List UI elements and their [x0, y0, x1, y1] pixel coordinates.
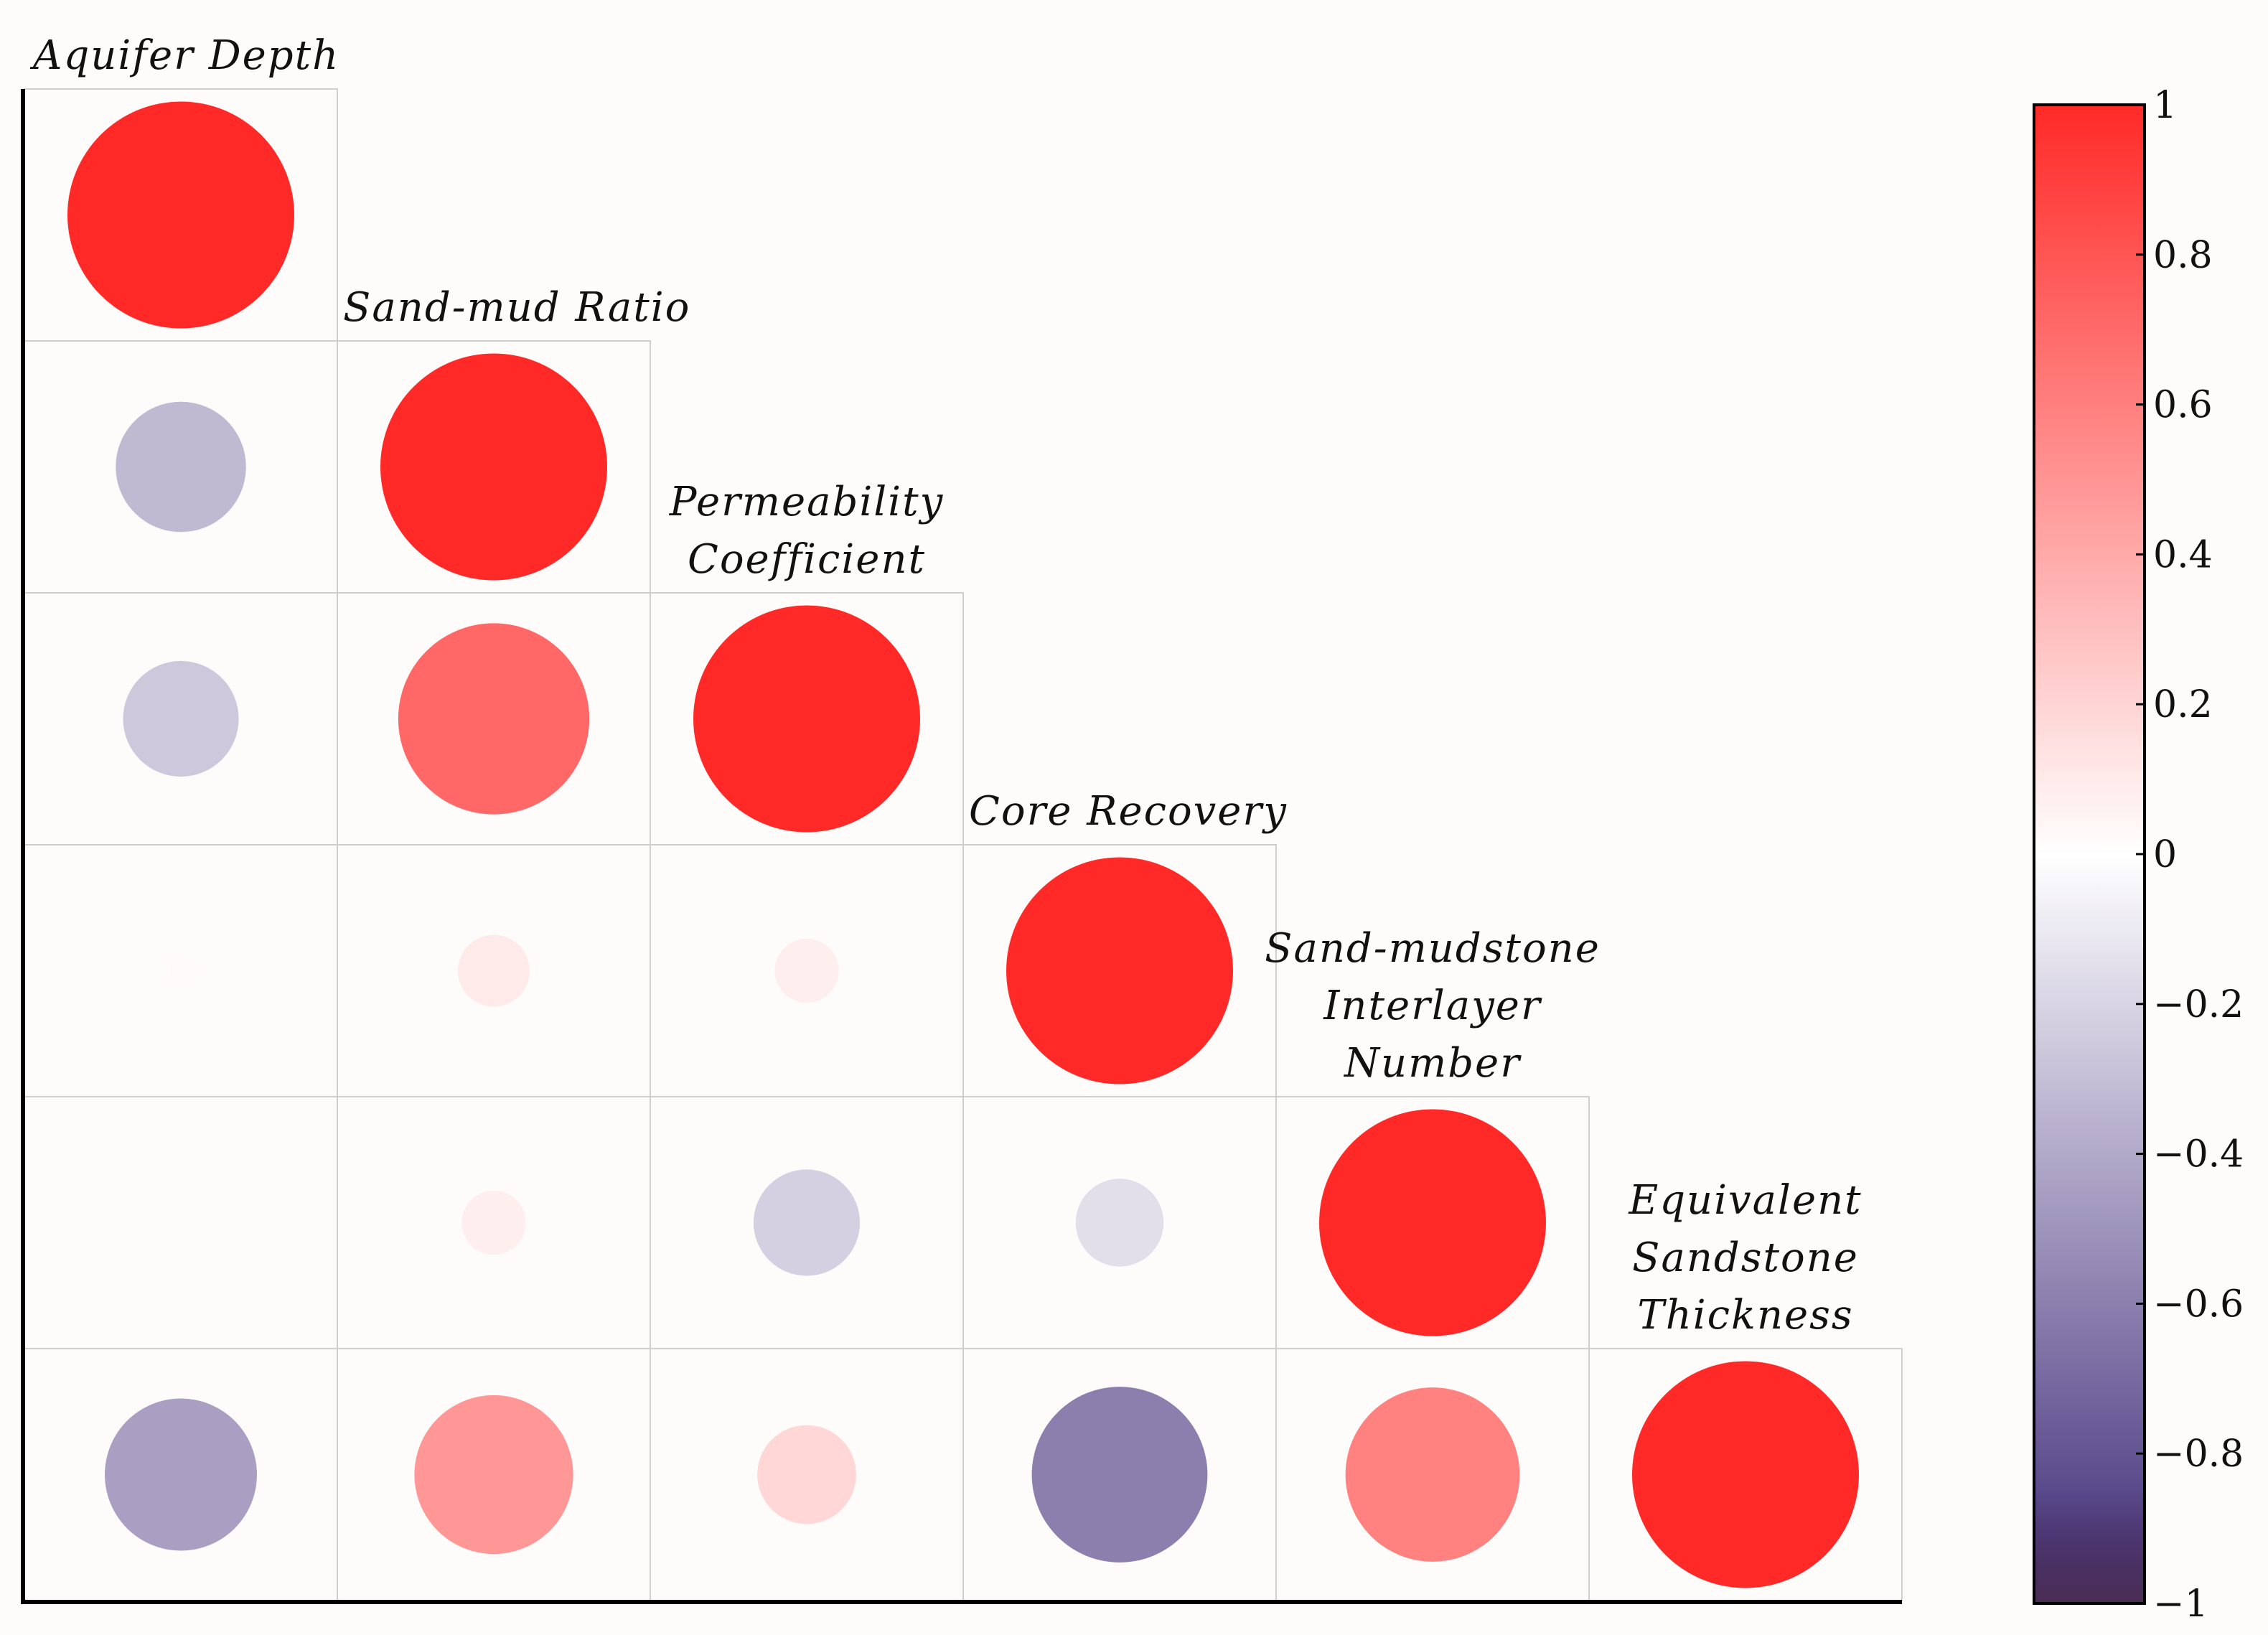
colorbar-tick-label-1: 0.8 — [2153, 234, 2213, 277]
variable-label-5-1: Sandstone — [1632, 1235, 1859, 1281]
variable-label-0-0: Aquifer Depth — [29, 32, 339, 79]
variable-label-5-2: Thickness — [1637, 1292, 1853, 1339]
colorbar-tick-label-5: 0 — [2153, 833, 2177, 876]
grid-cell-4-0 — [24, 1096, 338, 1349]
variable-label-2-1: Coefficient — [688, 536, 926, 583]
correlation-circle-3-3 — [1006, 857, 1233, 1084]
circle-layer — [67, 101, 1859, 1588]
correlation-circle-3-1 — [458, 934, 530, 1007]
correlation-circle-2-2 — [693, 605, 920, 833]
correlation-circle-3-0 — [164, 955, 197, 987]
colorbar-tick-label-3: 0.4 — [2153, 533, 2213, 576]
colorbar-tick-label-8: −0.6 — [2153, 1283, 2244, 1326]
correlation-circle-1-1 — [380, 353, 607, 581]
axis-layer — [21, 89, 1902, 1604]
correlation-circle-0-0 — [67, 101, 294, 329]
colorbar: 1 0.8 0.6 0.4 0.2 0 −0.2 −0.4 −0.6 −0.8 −1 — [2033, 84, 2244, 1626]
variable-label-1-0: Sand-mud Ratio — [343, 284, 690, 331]
correlation-circle-5-1 — [414, 1395, 573, 1555]
correlation-circle-2-1 — [398, 623, 590, 815]
correlation-circle-1-0 — [116, 401, 246, 533]
correlation-circle-5-0 — [105, 1398, 257, 1551]
correlation-circle-4-4 — [1319, 1109, 1546, 1336]
variable-label-4-1: Interlayer — [1323, 983, 1542, 1029]
colorbar-tick-label-10: −1 — [2153, 1583, 2208, 1626]
colorbar-tick-label-0: 1 — [2153, 84, 2177, 127]
variable-label-2-0: Permeability — [669, 479, 944, 525]
colorbar-tick-label-2: 0.6 — [2153, 384, 2213, 427]
colorbar-gradient — [2033, 103, 2146, 1605]
colorbar-tick-label-7: −0.4 — [2153, 1133, 2244, 1176]
grid-layer — [24, 88, 1903, 1601]
correlation-circle-5-2 — [757, 1425, 856, 1524]
correlation-circle-4-1 — [461, 1190, 526, 1255]
colorbar-tick-label-4: 0.2 — [2153, 683, 2213, 726]
correlation-circle-4-2 — [753, 1169, 861, 1276]
colorbar-tick-label-9: −0.8 — [2153, 1433, 2244, 1476]
colorbar-tick-label-6: −0.2 — [2153, 983, 2244, 1026]
variable-label-3-0: Core Recovery — [969, 788, 1288, 835]
variable-label-4-2: Number — [1343, 1040, 1522, 1087]
correlation-circle-5-4 — [1345, 1387, 1520, 1562]
correlation-circle-4-3 — [1075, 1179, 1164, 1267]
correlation-circle-2-0 — [123, 660, 239, 777]
variable-label-5-0: Equivalent — [1628, 1177, 1862, 1224]
label-layer: Aquifer Depth Sand-mud Ratio Permeability C… — [29, 32, 1862, 1339]
correlation-circle-3-2 — [774, 938, 839, 1003]
correlation-circle-5-3 — [1031, 1387, 1208, 1563]
correlation-circle-5-5 — [1632, 1361, 1859, 1588]
variable-label-4-0: Sand-mudstone — [1265, 925, 1601, 972]
